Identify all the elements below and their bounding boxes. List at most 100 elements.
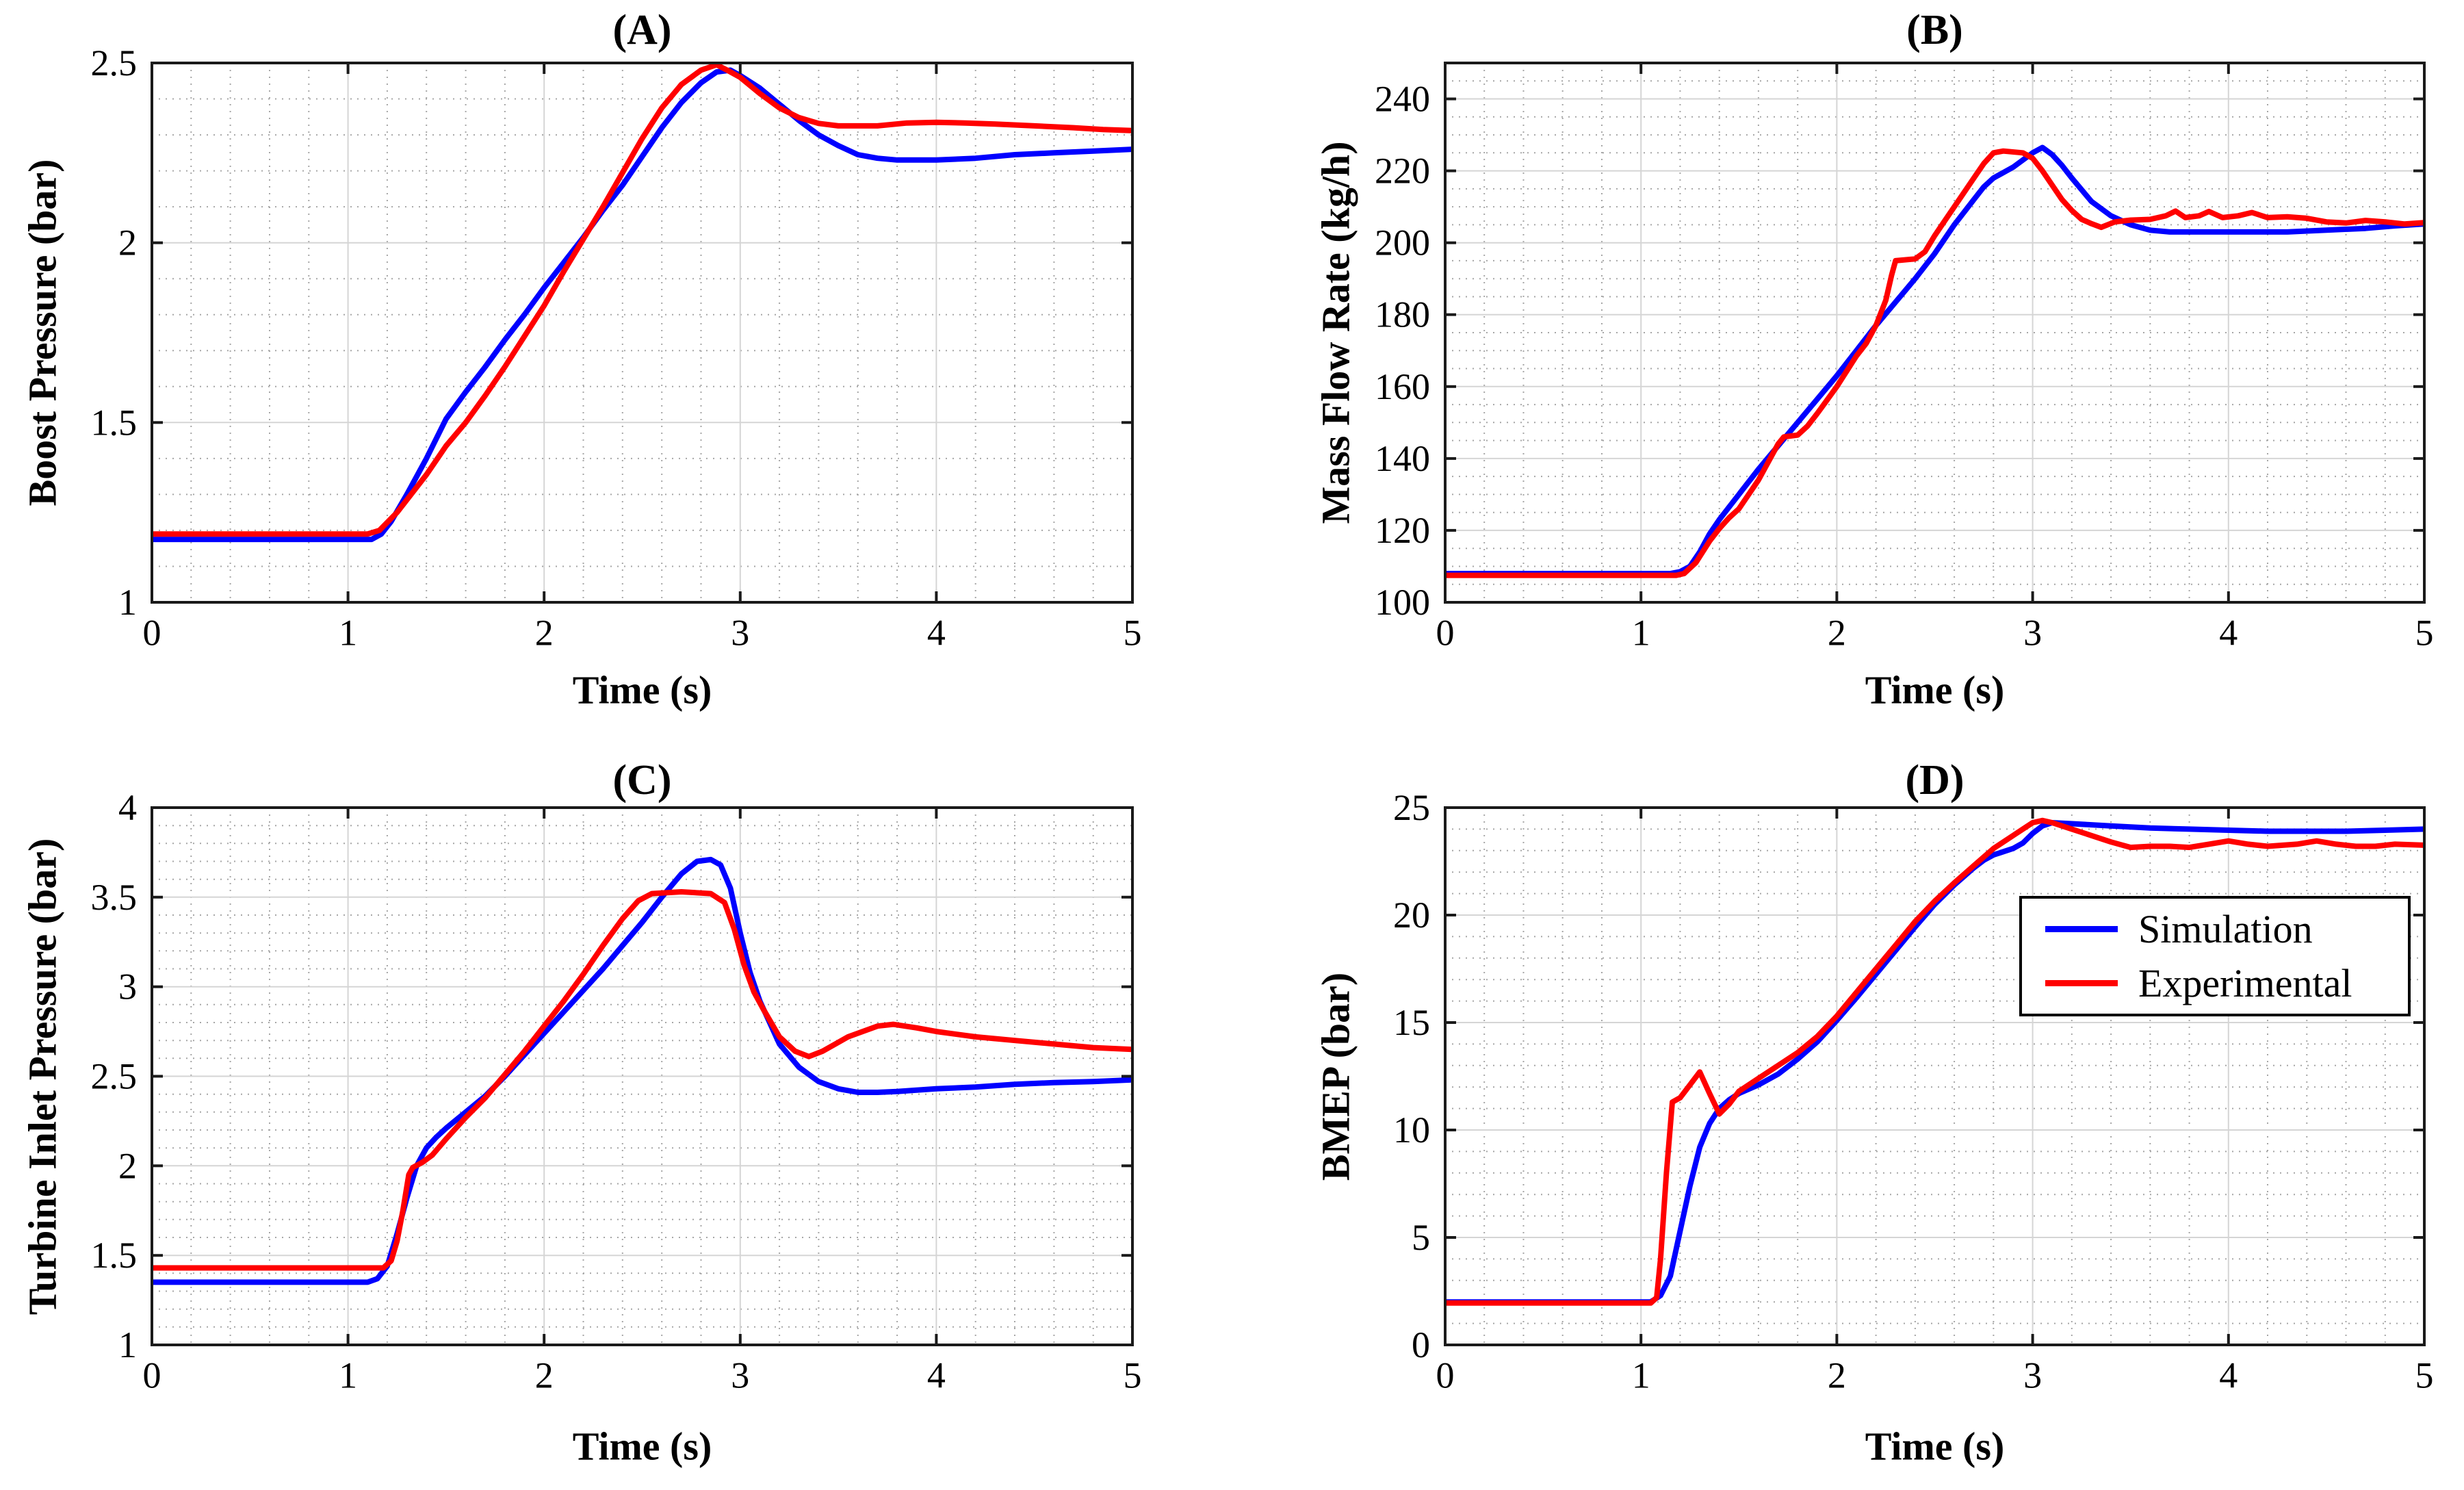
y-tick-label: 180 [1375, 294, 1430, 335]
panel-boost-pressure: (A) Boost Pressure (bar) 0 1 2 3 4 5 1 1.5 2 2.5 … [0, 0, 1232, 745]
major-grid [1445, 63, 2424, 602]
experimental-series-line [152, 889, 1132, 1271]
y-tick-label: 100 [1375, 582, 1430, 623]
experimental-series-line [1445, 148, 2424, 578]
x-tick-label: 5 [2415, 1354, 2434, 1396]
x-axis-label: Time (s) [1865, 667, 2005, 712]
simulation-series-line [152, 67, 1132, 543]
y-axis-label: Boost Pressure (bar) [20, 159, 65, 506]
x-tick-label: 1 [339, 1354, 357, 1396]
x-tick-label: 2 [535, 612, 554, 653]
y-tick-label: 1.5 [91, 402, 138, 443]
y-tick-label: 2.5 [91, 1056, 138, 1097]
x-tick-label: 4 [2219, 612, 2238, 653]
x-tick-label: 2 [1828, 1354, 1846, 1396]
x-tick-label: 0 [1436, 1354, 1455, 1396]
x-tick-label: 1 [1632, 612, 1650, 653]
plot-border [1444, 62, 2426, 604]
simulation-series-line [1445, 144, 2424, 576]
tick-labels: 0 1 2 3 4 511.522.533.54 [91, 787, 1142, 1396]
x-tick-label: 2 [535, 1354, 554, 1396]
y-tick-label: 2 [118, 1145, 137, 1186]
series [1445, 817, 2424, 1306]
x-tick-label: 0 [143, 1354, 161, 1396]
y-tick-label: 1 [118, 1324, 137, 1365]
plot-area-mass-flow-rate: 0 1 2 3 4 5 100 120 140 160 180 200 220 240 [1375, 62, 2434, 654]
tick-labels: 0 1 2 3 4 5 100 120 140 160 180 200 220 240 [1375, 79, 2434, 654]
y-tick-label: 140 [1375, 438, 1430, 479]
series [1445, 144, 2424, 578]
x-tick-label: 1 [1632, 1354, 1650, 1396]
x-tick-label: 3 [2023, 1354, 2042, 1396]
x-tick-label: 4 [927, 1354, 946, 1396]
legend-entry-simulation: Simulation [2045, 906, 2408, 952]
panel-title: (B) [1906, 7, 1963, 53]
x-tick-label: 5 [2415, 612, 2434, 653]
plot-area-boost-pressure: 0 1 2 3 4 511.522.5 [91, 42, 1142, 653]
panel-mass-flow-rate: (B) Mass Flow Rate (kg/h) 0 1 2 3 4 5 100 120 14… [1232, 0, 2464, 745]
panel-title: (D) [1905, 757, 1964, 804]
y-axis-label: BMEP (bar) [1313, 972, 1358, 1181]
tick-labels: 0 1 2 3 4 511.522.5 [91, 42, 1142, 653]
x-tick-label: 3 [2023, 612, 2042, 653]
y-tick-label: 3.5 [91, 877, 138, 918]
y-tick-label: 0 [1412, 1324, 1430, 1365]
x-tick-label: 0 [1436, 612, 1455, 653]
y-axis-label: Turbine Inlet Pressure (bar) [20, 838, 65, 1315]
major-grid [152, 808, 1132, 1345]
tick-marks [1444, 806, 2426, 1346]
plot-area-bmep: 0 1 2 3 4 5 0 5 10 15 20 25 [1393, 787, 2434, 1396]
simulation-series-line [1445, 820, 2424, 1305]
experimental-line-swatch [2045, 979, 2118, 986]
y-tick-label: 220 [1375, 151, 1430, 192]
tick-marks [151, 62, 1134, 604]
plot-border [1444, 806, 2426, 1346]
panel-title: (C) [612, 757, 672, 804]
y-tick-label: 120 [1375, 510, 1430, 551]
y-tick-label: 200 [1375, 222, 1430, 264]
legend-label-simulation: Simulation [2138, 907, 2313, 952]
x-tick-label: 0 [143, 612, 161, 653]
simulation-line-swatch [2045, 926, 2118, 933]
y-tick-label: 5 [1412, 1217, 1430, 1258]
legend-label-experimental: Experimental [2138, 960, 2352, 1005]
y-tick-label: 20 [1393, 895, 1430, 936]
experimental-series-line [1445, 817, 2424, 1306]
x-tick-label: 4 [2219, 1354, 2238, 1396]
x-axis-label: Time (s) [572, 1424, 712, 1469]
plot-area-turbine-inlet-pressure: 0 1 2 3 4 511.522.533.54 [91, 787, 1142, 1396]
x-tick-label: 4 [927, 612, 946, 653]
y-tick-label: 2.5 [91, 42, 138, 84]
tick-marks [1444, 63, 2426, 604]
legend: Simulation Experimental [2019, 896, 2411, 1016]
x-axis-label: Time (s) [1865, 1424, 2005, 1469]
x-tick-label: 5 [1124, 612, 1142, 653]
y-tick-label: 15 [1393, 1002, 1430, 1043]
panel-title: (A) [612, 7, 672, 53]
y-tick-label: 25 [1393, 787, 1430, 828]
series [152, 856, 1132, 1285]
y-tick-label: 240 [1375, 79, 1430, 120]
y-tick-label: 3 [118, 966, 137, 1007]
experimental-series-line [152, 63, 1132, 537]
y-tick-label: 10 [1393, 1109, 1430, 1151]
minor-grid [1445, 63, 2424, 602]
x-tick-label: 3 [731, 612, 749, 653]
major-grid [1445, 808, 2424, 1345]
plot-border [151, 62, 1134, 604]
legend-entry-experimental: Experimental [2045, 960, 2408, 1006]
minor-grid [1445, 808, 2424, 1345]
simulation-series-line [152, 856, 1132, 1285]
tick-labels: 0 1 2 3 4 5 0 5 10 15 20 25 [1393, 787, 2434, 1396]
y-tick-label: 1 [118, 582, 137, 623]
y-tick-label: 1.5 [91, 1235, 138, 1276]
panel-bmep: (D) BMEP (bar) 0 1 2 3 4 5 0 5 10 15 20 25 Time (s)… [1232, 745, 2464, 1490]
x-tick-label: 1 [339, 612, 357, 653]
y-tick-label: 160 [1375, 366, 1430, 407]
major-grid [152, 63, 1132, 602]
x-tick-label: 3 [731, 1354, 749, 1396]
y-axis-label: Mass Flow Rate (kg/h) [1313, 141, 1358, 524]
x-tick-label: 2 [1828, 612, 1846, 653]
